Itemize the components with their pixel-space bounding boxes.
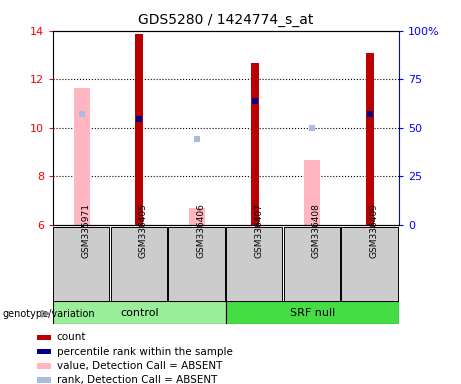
Bar bbox=[74, 88, 90, 225]
Text: SRF null: SRF null bbox=[290, 308, 335, 318]
Text: genotype/variation: genotype/variation bbox=[2, 309, 95, 319]
Text: GSM336407: GSM336407 bbox=[254, 203, 263, 258]
Bar bbox=[251, 63, 259, 225]
Text: GSM336406: GSM336406 bbox=[196, 203, 206, 258]
Bar bbox=[341, 227, 398, 301]
Text: GSM336408: GSM336408 bbox=[312, 203, 321, 258]
Bar bbox=[366, 53, 374, 225]
Text: rank, Detection Call = ABSENT: rank, Detection Call = ABSENT bbox=[57, 375, 217, 384]
Text: percentile rank within the sample: percentile rank within the sample bbox=[57, 347, 233, 357]
Bar bbox=[226, 227, 282, 301]
Text: GSM335971: GSM335971 bbox=[81, 203, 90, 258]
Bar bbox=[53, 301, 226, 324]
Bar bbox=[53, 227, 110, 301]
Text: GSM336409: GSM336409 bbox=[369, 203, 378, 258]
Bar bbox=[37, 334, 51, 340]
Text: GSM336405: GSM336405 bbox=[139, 203, 148, 258]
Bar bbox=[136, 34, 143, 225]
Bar bbox=[304, 161, 320, 225]
Text: control: control bbox=[120, 308, 159, 318]
Text: value, Detection Call = ABSENT: value, Detection Call = ABSENT bbox=[57, 361, 222, 371]
Bar bbox=[189, 208, 205, 225]
Bar bbox=[111, 227, 167, 301]
Bar bbox=[284, 227, 340, 301]
Bar bbox=[37, 377, 51, 383]
Bar bbox=[226, 301, 399, 324]
Title: GDS5280 / 1424774_s_at: GDS5280 / 1424774_s_at bbox=[138, 13, 313, 27]
Text: count: count bbox=[57, 333, 86, 343]
Bar bbox=[37, 363, 51, 369]
Bar bbox=[168, 227, 225, 301]
Bar bbox=[37, 349, 51, 354]
